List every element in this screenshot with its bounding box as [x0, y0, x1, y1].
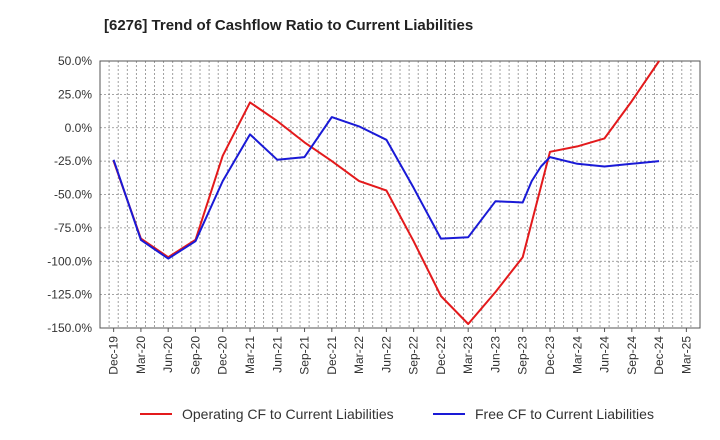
y-tick-label: -50.0% — [54, 188, 92, 202]
x-tick-label: Mar-23 — [461, 336, 475, 374]
x-tick-label: Jun-24 — [598, 336, 612, 373]
y-tick-label: 50.0% — [58, 54, 92, 68]
x-tick-label: Sep-21 — [298, 336, 312, 375]
y-tick-label: 25.0% — [58, 87, 92, 101]
y-tick-label: 0.0% — [65, 121, 93, 135]
x-tick-label: Dec-21 — [325, 336, 339, 375]
series-line-operating-cf — [112, 60, 660, 325]
x-tick-label: Mar-21 — [243, 336, 257, 374]
y-tick-label: -75.0% — [54, 221, 92, 235]
x-tick-label: Jun-22 — [379, 336, 393, 373]
x-tick-label: Sep-23 — [516, 336, 530, 375]
x-tick-label: Sep-20 — [188, 336, 202, 375]
legend-label: Operating CF to Current Liabilities — [182, 406, 394, 422]
x-tick-label: Dec-20 — [216, 336, 230, 375]
x-tick-label: Jun-23 — [488, 336, 502, 373]
legend: Operating CF to Current Liabilities Free … — [140, 406, 654, 422]
x-tick-label: Jun-20 — [161, 336, 175, 373]
x-tick-label: Dec-23 — [543, 336, 557, 375]
x-tick-label: Mar-20 — [134, 336, 148, 374]
series-line-free-cf — [112, 116, 660, 260]
x-tick-label: Mar-25 — [679, 336, 693, 374]
y-tick-label: -125.0% — [47, 288, 92, 302]
y-tick-label: -25.0% — [54, 154, 92, 168]
legend-label: Free CF to Current Liabilities — [475, 406, 654, 422]
x-tick-label: Jun-21 — [270, 336, 284, 373]
x-axis-ticks: Dec-19 Mar-20 Jun-20 Sep-20 Dec-20 Mar-21 Jun-… — [107, 328, 693, 375]
x-tick-label: Dec-19 — [107, 336, 121, 375]
x-tick-label: Dec-22 — [434, 336, 448, 375]
y-tick-label: -100.0% — [47, 254, 92, 268]
x-tick-label: Mar-24 — [570, 336, 584, 374]
x-tick-label: Dec-24 — [652, 336, 666, 375]
x-tick-label: Sep-24 — [625, 336, 639, 375]
grid-lines — [99, 60, 701, 329]
x-tick-label: Mar-22 — [352, 336, 366, 374]
y-tick-label: -150.0% — [47, 321, 92, 335]
plot-area — [99, 60, 701, 329]
y-axis-ticks: 50.0% 25.0% 0.0% -25.0% -50.0% -75.0% -100.0% -… — [47, 54, 92, 335]
series-lines — [112, 60, 660, 325]
chart-title: [6276] Trend of Cashflow Ratio to Curren… — [104, 17, 473, 34]
x-tick-label: Sep-22 — [407, 336, 421, 375]
